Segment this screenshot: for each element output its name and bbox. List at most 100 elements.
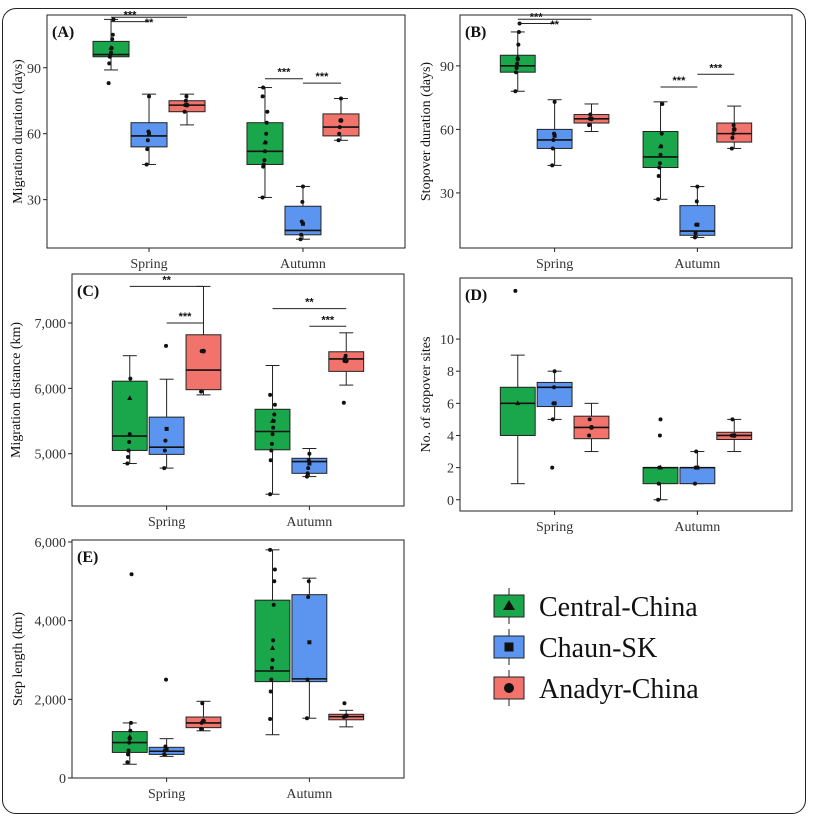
data-point — [306, 579, 311, 584]
data-point — [163, 744, 168, 749]
mean-marker — [731, 433, 737, 438]
legend-label: Central-China — [539, 592, 698, 623]
mean-marker — [338, 118, 344, 123]
data-point — [341, 400, 346, 405]
mean-marker — [127, 733, 133, 739]
data-point — [162, 448, 167, 453]
x-tick-label: Spring — [148, 787, 185, 802]
y-tick-label: 2,000 — [35, 693, 67, 708]
data-point — [269, 448, 274, 453]
x-tick-label: Spring — [130, 257, 167, 272]
box-chaun-sk — [679, 467, 716, 485]
y-tick-label: 60 — [440, 123, 454, 138]
data-point — [184, 94, 189, 99]
data-point — [306, 458, 311, 463]
plot-border — [459, 277, 793, 512]
data-point — [200, 701, 205, 706]
data-point — [272, 402, 277, 407]
plot-border — [71, 273, 405, 507]
x-tick-label: Spring — [148, 515, 185, 530]
box-anadyr-china — [185, 334, 222, 391]
mean-marker — [515, 54, 521, 60]
y-axis-label: Step length (km) — [11, 612, 26, 706]
box-central-china — [254, 408, 291, 451]
mean-marker — [147, 131, 152, 136]
panel-label: (A) — [52, 24, 74, 41]
panel-4: 0 2 4 6 8 10 Spring Autumn No. of stopover sites… — [419, 277, 793, 535]
significance-label: *** — [321, 314, 335, 326]
y-tick-label: 10 — [440, 333, 454, 348]
y-axis-label: No. of stopover sites — [419, 337, 434, 453]
mean-marker — [515, 400, 521, 406]
data-point — [109, 50, 114, 55]
data-point — [299, 232, 304, 237]
y-tick-label: 6,000 — [35, 536, 67, 551]
mean-marker — [269, 418, 276, 423]
mean-marker — [731, 126, 737, 132]
data-point — [125, 760, 130, 765]
panel-3: 5,000 6,000 7,000 Spring Autumn Migration dis… — [9, 273, 405, 530]
plot-border — [71, 539, 405, 779]
data-point — [730, 135, 735, 140]
data-point — [111, 17, 116, 22]
data-point — [269, 677, 274, 682]
significance-label: ** — [305, 297, 314, 309]
data-point — [272, 567, 277, 572]
data-point — [272, 579, 277, 584]
mean-marker — [307, 640, 312, 645]
mean-marker — [343, 713, 349, 719]
data-point — [731, 123, 736, 128]
data-point — [656, 197, 661, 202]
mean-marker — [164, 426, 169, 431]
data-point — [110, 37, 115, 42]
y-tick-label: 0 — [59, 772, 66, 787]
data-point — [127, 439, 132, 444]
y-tick-label: 6 — [447, 397, 454, 412]
y-tick-label: 90 — [27, 62, 41, 77]
data-point — [306, 595, 311, 600]
box-chaun-sk — [291, 594, 328, 683]
data-point — [338, 96, 343, 101]
data-point — [144, 162, 149, 167]
data-point — [262, 158, 267, 163]
data-point — [272, 412, 277, 417]
data-point — [550, 163, 555, 168]
data-point — [183, 98, 188, 103]
x-tick-label: Autumn — [674, 257, 720, 272]
data-point — [343, 353, 348, 358]
x-tick-label: Autumn — [286, 515, 332, 530]
data-point — [514, 65, 519, 70]
data-point — [271, 425, 276, 430]
data-point — [513, 89, 518, 94]
box-central-china — [642, 467, 679, 485]
box-central-china — [499, 386, 536, 436]
data-point — [656, 497, 661, 502]
data-point — [264, 120, 269, 125]
mean-marker — [589, 425, 594, 430]
mean-marker — [589, 116, 594, 122]
mean-marker — [184, 102, 190, 108]
box-chaun-sk — [148, 416, 185, 455]
data-point — [163, 438, 168, 443]
data-point — [269, 665, 274, 670]
data-point — [657, 165, 662, 170]
panel-label: (D) — [465, 287, 487, 304]
panel-label: (B) — [465, 24, 486, 41]
data-point — [268, 392, 273, 397]
data-point — [729, 146, 734, 151]
data-point — [107, 61, 112, 66]
significance-label: *** — [316, 71, 330, 83]
data-point — [336, 138, 341, 143]
legend-label: Anadyr-China — [539, 674, 699, 705]
data-point — [162, 752, 167, 757]
data-point — [127, 740, 132, 745]
data-point — [110, 32, 115, 37]
data-point — [304, 716, 309, 721]
data-point — [550, 465, 555, 470]
data-point — [147, 94, 152, 99]
data-point — [587, 123, 592, 128]
square-marker — [504, 642, 514, 652]
data-point — [262, 149, 267, 154]
data-point — [268, 689, 273, 694]
data-point — [182, 109, 187, 114]
